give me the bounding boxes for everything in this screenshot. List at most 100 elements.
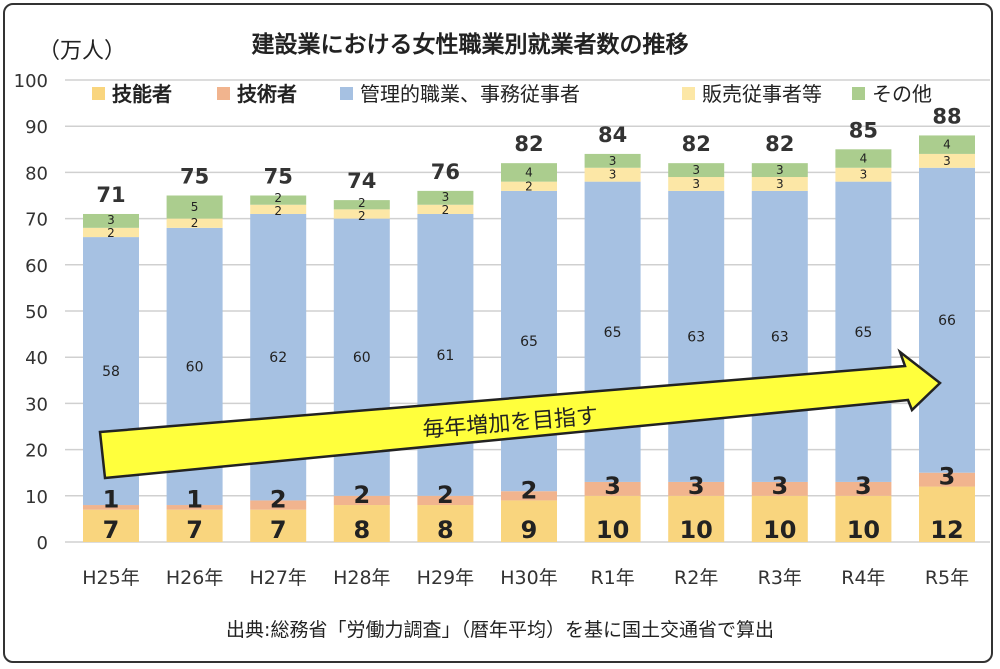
bar-segment [919, 486, 975, 542]
total-label: 82 [765, 132, 794, 156]
data-label: 3 [688, 472, 705, 500]
bar-segment [501, 190, 557, 492]
bar-segment [250, 195, 307, 205]
data-label: 4 [525, 165, 533, 179]
data-label: 2 [270, 486, 287, 514]
legend-item: 技能者 [92, 82, 172, 106]
data-label: 2 [442, 203, 450, 217]
bar-segment [835, 149, 892, 168]
x-tick-label: R5年 [925, 567, 969, 589]
bar-segment [584, 167, 641, 182]
x-tick-label: R2年 [674, 567, 718, 589]
bar-segment [417, 213, 474, 496]
data-label: 65 [604, 325, 622, 341]
bar-segment [166, 505, 223, 510]
data-label: 61 [436, 348, 454, 364]
bar-segment [584, 481, 641, 496]
data-label: 7 [270, 516, 287, 544]
data-label: 10 [763, 516, 796, 544]
bar-segment [166, 218, 223, 228]
bar-segment [751, 177, 808, 191]
bar-segment [668, 495, 725, 542]
y-tick-label: 50 [25, 302, 48, 323]
bar-segment [333, 200, 390, 210]
data-label: 12 [930, 516, 963, 544]
legend-swatch [217, 87, 230, 100]
bar-segment [417, 204, 474, 214]
total-label: 71 [96, 183, 125, 207]
total-label: 85 [849, 118, 878, 142]
bars: 71582371H25年71602575H26年72622275H27年8260… [82, 104, 975, 589]
x-tick-label: R1年 [590, 567, 634, 589]
y-tick-label: 100 [14, 71, 48, 92]
bar-segment [835, 495, 892, 542]
data-label: 2 [525, 179, 533, 193]
data-label: 3 [776, 177, 784, 191]
legend-item: その他 [852, 82, 932, 106]
data-label: 2 [358, 196, 366, 210]
total-label: 88 [932, 104, 961, 128]
legend-swatch [682, 87, 695, 100]
data-label: 2 [437, 481, 454, 509]
legend-label: 管理的職業、事務従事者 [360, 82, 580, 106]
bar-segment [751, 495, 808, 542]
data-label: 60 [186, 359, 204, 375]
legend-swatch [92, 87, 105, 100]
bar-segment [250, 509, 307, 542]
bar-segment [751, 481, 808, 496]
total-label: 82 [682, 132, 711, 156]
bar-stack: 10 3 65 3 4 85 R4年 [835, 118, 892, 589]
data-label: 62 [269, 350, 287, 366]
data-label: 3 [860, 168, 868, 182]
bar-segment [668, 163, 725, 178]
data-label: 7 [186, 516, 203, 544]
x-tick-label: R4年 [841, 567, 885, 589]
bar-segment [751, 190, 808, 482]
data-label: 63 [687, 329, 705, 345]
data-label: 3 [855, 472, 872, 500]
bar-segment [919, 135, 975, 154]
data-label: 4 [943, 138, 951, 152]
x-tick-label: H25年 [82, 567, 139, 589]
bar-stack: 12 3 66 3 4 88 R5年 [919, 104, 975, 589]
source-note: 出典:総務省「労働力調査」（暦年平均）を基に国土交通省で算出 [226, 619, 774, 641]
total-label: 84 [598, 123, 627, 147]
bar-segment [501, 500, 557, 542]
data-label: 1 [103, 486, 120, 514]
data-label: 7 [103, 516, 120, 544]
unit-label: （万人） [38, 39, 126, 64]
x-tick-label: H28年 [333, 567, 390, 589]
data-label: 66 [938, 313, 956, 329]
bar-segment [501, 491, 557, 501]
bar-segment [83, 213, 139, 228]
bar-segment [919, 153, 975, 168]
x-tick-label: H29年 [417, 567, 474, 589]
total-label: 75 [264, 165, 293, 189]
total-label: 74 [347, 169, 376, 193]
bar-segment [166, 195, 223, 219]
bar-segment [83, 509, 139, 542]
y-tick-label: 20 [25, 441, 48, 462]
data-label: 60 [353, 350, 371, 366]
bar-segment [333, 495, 390, 506]
chart-title: 建設業における女性職業別就業者数の推移 [252, 31, 689, 58]
data-label: 3 [771, 472, 788, 500]
y-tick-label: 30 [25, 394, 48, 415]
data-label: 5 [191, 200, 199, 214]
bar-segment [751, 163, 808, 178]
data-label: 2 [107, 226, 115, 240]
bar-segment [250, 204, 307, 214]
bar-segment [501, 163, 557, 182]
data-label: 4 [860, 152, 868, 166]
total-label: 76 [431, 160, 460, 184]
y-tick-label: 0 [37, 533, 48, 554]
bar-segment [584, 181, 641, 482]
data-label: 8 [437, 516, 454, 544]
bar-segment [250, 500, 307, 510]
x-tick-label: R3年 [758, 567, 802, 589]
data-label: 2 [274, 204, 282, 218]
